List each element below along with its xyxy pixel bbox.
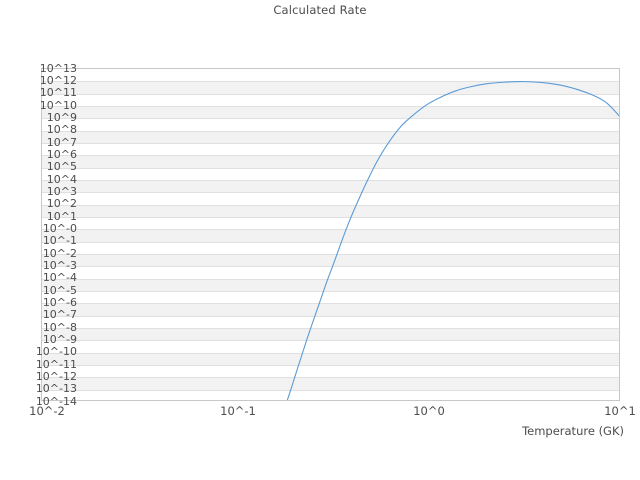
x-axis-tick-label: 10^1 xyxy=(604,404,636,418)
grid-line xyxy=(42,365,619,366)
y-axis-tick-label: 10^9 xyxy=(46,110,77,124)
y-axis-tick-label: 10^7 xyxy=(46,135,77,149)
grid-line xyxy=(42,278,619,280)
y-axis-tick-label: 10^-2 xyxy=(42,246,77,260)
y-axis-tick-label: 10^-11 xyxy=(35,357,77,371)
y-axis-tick-label: 10^4 xyxy=(46,172,77,186)
grid-band xyxy=(42,130,619,143)
grid-line xyxy=(42,167,619,169)
plot-area xyxy=(41,68,620,401)
grid-line xyxy=(42,217,619,218)
y-axis-tick-label: 10^10 xyxy=(39,98,77,112)
grid-line xyxy=(42,118,619,120)
grid-line xyxy=(42,328,619,329)
grid-band xyxy=(42,377,619,390)
y-axis-tick-label: 10^1 xyxy=(46,209,77,223)
grid-line xyxy=(42,81,619,83)
grid-line xyxy=(42,204,619,206)
x-axis-tick-label: 10^-1 xyxy=(220,404,256,418)
grid-line xyxy=(42,377,619,379)
grid-line xyxy=(42,303,619,305)
y-axis-tick-label: 10^11 xyxy=(39,86,77,100)
y-axis-tick-label: 10^6 xyxy=(46,147,77,161)
grid-line xyxy=(42,143,619,144)
grid-band xyxy=(42,204,619,217)
y-axis-tick-label: 10^3 xyxy=(46,184,77,198)
y-axis-tick-label: 10^-5 xyxy=(42,283,77,297)
grid-line xyxy=(42,106,619,107)
y-axis-tick-label: 10^13 xyxy=(39,61,77,75)
y-axis-tick-label: 10^-7 xyxy=(42,308,77,322)
grid-band xyxy=(42,352,619,365)
series-plot xyxy=(286,81,619,400)
chart-title: Calculated Rate xyxy=(273,3,367,17)
grid-band xyxy=(42,278,619,291)
x-axis-tick-label: 10^0 xyxy=(413,404,445,418)
y-axis-tick-label: 10^-1 xyxy=(42,234,77,248)
y-axis-tick-label: 10^12 xyxy=(39,73,77,87)
grid-line xyxy=(42,315,619,317)
series-line-calculated-rate xyxy=(286,81,619,400)
y-axis-tick-label: 10^-0 xyxy=(42,221,77,235)
y-axis-tick-label: 10^-14 xyxy=(35,394,77,408)
y-axis-tick-label: 10^-6 xyxy=(42,295,77,309)
y-axis-tick-label: 10^-13 xyxy=(35,382,77,396)
grid-band xyxy=(42,328,619,341)
grid-band xyxy=(42,81,619,94)
grid-line xyxy=(42,389,619,391)
grid-line xyxy=(42,266,619,268)
y-axis-tick-label: 10^-9 xyxy=(42,332,77,346)
grid-band xyxy=(42,229,619,242)
grid-band xyxy=(42,106,619,119)
grid-band xyxy=(42,254,619,267)
y-axis-tick-label: 10^-4 xyxy=(42,271,77,285)
grid-line xyxy=(42,130,619,132)
grid-line xyxy=(42,291,619,292)
grid-band xyxy=(42,155,619,168)
y-axis-tick-label: 10^-12 xyxy=(35,369,77,383)
grid-band xyxy=(42,180,619,193)
y-axis-tick-label: 10^-8 xyxy=(42,320,77,334)
x-axis-label: Temperature (GK) xyxy=(522,424,624,438)
grid-line xyxy=(42,93,619,95)
y-axis-tick-label: 10^-3 xyxy=(42,258,77,272)
grid-line xyxy=(42,352,619,354)
x-axis-tick-label: 10^-2 xyxy=(29,404,65,418)
grid-line xyxy=(42,192,619,194)
grid-line xyxy=(42,340,619,342)
grid-line xyxy=(42,241,619,243)
grid-line xyxy=(42,229,619,231)
y-axis-tick-label: 10^8 xyxy=(46,123,77,137)
grid-line xyxy=(42,155,619,157)
grid-line xyxy=(42,254,619,255)
y-axis-tick-label: 10^5 xyxy=(46,160,77,174)
grid-band xyxy=(42,303,619,316)
grid-line xyxy=(42,180,619,181)
y-axis-tick-label: 10^2 xyxy=(46,197,77,211)
y-axis-tick-label: 10^-10 xyxy=(35,345,77,359)
